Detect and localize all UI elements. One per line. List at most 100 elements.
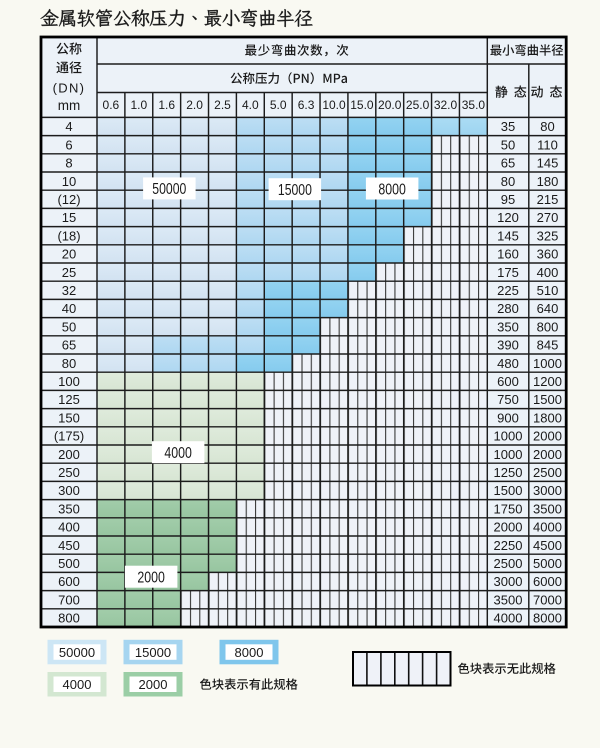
svg-text:4500: 4500 [533, 538, 562, 553]
svg-text:2000: 2000 [494, 520, 523, 535]
svg-text:150: 150 [58, 410, 80, 425]
svg-text:8000: 8000 [378, 181, 406, 198]
svg-text:1000: 1000 [533, 356, 562, 371]
svg-text:3000: 3000 [494, 574, 523, 589]
svg-text:4000: 4000 [164, 445, 192, 462]
svg-text:3500: 3500 [494, 592, 523, 607]
svg-text:2.5: 2.5 [214, 98, 231, 112]
svg-text:50: 50 [501, 137, 515, 152]
svg-text:32: 32 [62, 283, 76, 298]
svg-text:480: 480 [497, 356, 519, 371]
svg-text:(175): (175) [54, 429, 84, 444]
svg-text:6: 6 [65, 137, 72, 152]
svg-text:10.0: 10.0 [322, 98, 346, 112]
svg-text:2500: 2500 [494, 556, 523, 571]
svg-text:2000: 2000 [533, 447, 562, 462]
svg-text:1500: 1500 [494, 483, 523, 498]
svg-text:145: 145 [537, 156, 559, 171]
svg-text:400: 400 [58, 520, 80, 535]
svg-text:15000: 15000 [278, 182, 312, 199]
svg-text:400: 400 [537, 265, 559, 280]
svg-text:40: 40 [62, 301, 76, 316]
svg-text:2000: 2000 [533, 429, 562, 444]
svg-text:750: 750 [497, 392, 519, 407]
svg-text:6.3: 6.3 [298, 98, 315, 112]
svg-text:200: 200 [58, 447, 80, 462]
svg-text:4000: 4000 [63, 677, 92, 692]
svg-text:95: 95 [501, 192, 515, 207]
svg-text:2500: 2500 [533, 465, 562, 480]
svg-text:325: 325 [537, 228, 559, 243]
svg-text:(12): (12) [57, 192, 80, 207]
svg-text:80: 80 [501, 174, 515, 189]
svg-text:15.0: 15.0 [350, 98, 374, 112]
svg-text:250: 250 [58, 465, 80, 480]
svg-text:1000: 1000 [494, 429, 523, 444]
svg-text:1.0: 1.0 [130, 98, 147, 112]
svg-text:mm: mm [58, 98, 81, 113]
svg-text:1750: 1750 [494, 501, 523, 516]
svg-text:390: 390 [497, 338, 519, 353]
svg-text:15: 15 [62, 210, 76, 225]
svg-text:1000: 1000 [494, 447, 523, 462]
svg-text:3000: 3000 [533, 483, 562, 498]
svg-text:65: 65 [501, 156, 515, 171]
svg-text:0.6: 0.6 [103, 98, 120, 112]
svg-text:2250: 2250 [494, 538, 523, 553]
svg-text:20: 20 [62, 247, 76, 262]
svg-text:510: 510 [537, 283, 559, 298]
svg-text:(18): (18) [57, 228, 80, 243]
svg-text:80: 80 [540, 119, 554, 134]
svg-text:50000: 50000 [59, 645, 95, 660]
svg-text:300: 300 [58, 483, 80, 498]
svg-text:700: 700 [58, 592, 80, 607]
svg-text:8: 8 [65, 156, 72, 171]
svg-text:1800: 1800 [533, 410, 562, 425]
svg-text:500: 500 [58, 556, 80, 571]
svg-text:280: 280 [497, 301, 519, 316]
svg-text:50000: 50000 [152, 181, 186, 198]
svg-text:2000: 2000 [137, 570, 165, 587]
svg-text:6000: 6000 [533, 574, 562, 589]
svg-text:3500: 3500 [533, 501, 562, 516]
svg-text:7000: 7000 [533, 592, 562, 607]
svg-text:20.0: 20.0 [378, 98, 402, 112]
svg-text:600: 600 [58, 574, 80, 589]
svg-text:100: 100 [58, 374, 80, 389]
svg-text:4000: 4000 [533, 520, 562, 535]
svg-text:180: 180 [537, 174, 559, 189]
svg-text:215: 215 [537, 192, 559, 207]
svg-text:(DN): (DN) [53, 81, 86, 96]
svg-text:8000: 8000 [235, 645, 264, 660]
svg-text:25.0: 25.0 [406, 98, 430, 112]
svg-text:900: 900 [497, 410, 519, 425]
svg-text:800: 800 [537, 319, 559, 334]
svg-text:4: 4 [65, 119, 72, 134]
svg-text:160: 160 [497, 247, 519, 262]
svg-text:5000: 5000 [533, 556, 562, 571]
svg-text:32.0: 32.0 [434, 98, 458, 112]
svg-text:2000: 2000 [139, 677, 168, 692]
svg-text:640: 640 [537, 301, 559, 316]
svg-text:800: 800 [58, 611, 80, 626]
svg-text:5.0: 5.0 [270, 98, 287, 112]
svg-text:125: 125 [58, 392, 80, 407]
svg-text:25: 25 [62, 265, 76, 280]
svg-text:350: 350 [58, 501, 80, 516]
svg-text:175: 175 [497, 265, 519, 280]
svg-text:845: 845 [537, 338, 559, 353]
svg-text:1200: 1200 [533, 374, 562, 389]
svg-text:350: 350 [497, 319, 519, 334]
svg-text:1250: 1250 [494, 465, 523, 480]
svg-text:15000: 15000 [135, 645, 171, 660]
svg-text:10: 10 [62, 174, 76, 189]
svg-text:4000: 4000 [494, 611, 523, 626]
svg-text:2.0: 2.0 [186, 98, 203, 112]
svg-text:145: 145 [497, 228, 519, 243]
svg-text:360: 360 [537, 247, 559, 262]
svg-text:8000: 8000 [533, 611, 562, 626]
svg-text:35: 35 [501, 119, 515, 134]
svg-text:450: 450 [58, 538, 80, 553]
svg-text:80: 80 [62, 356, 76, 371]
svg-text:1500: 1500 [533, 392, 562, 407]
